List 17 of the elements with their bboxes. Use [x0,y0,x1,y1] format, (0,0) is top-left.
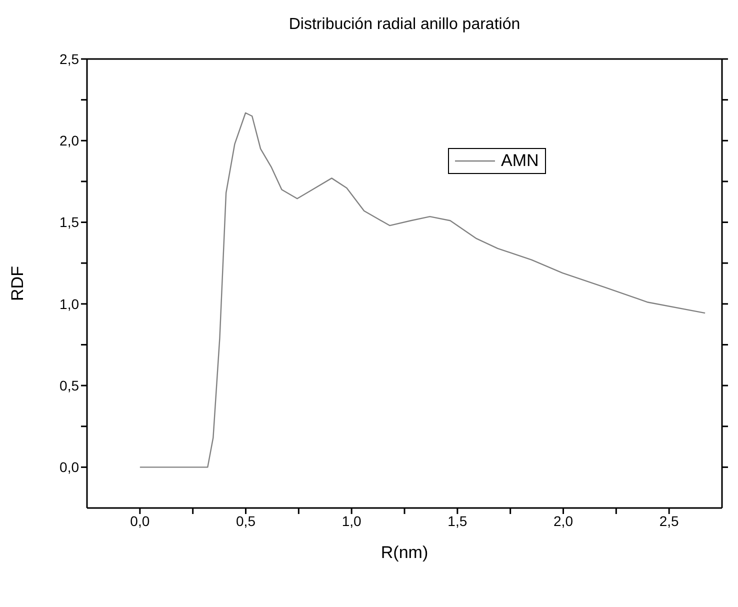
y-tick-label: 1,5 [60,214,80,230]
line-series [139,112,706,468]
chart-title: Distribución radial anillo paratión [288,16,522,34]
x-tick-label: 1,0 [342,512,362,529]
y-tick-label: 0,0 [60,459,80,476]
x-tick-label: 0,0 [130,512,150,529]
x-axis-title: R(nm) [380,543,428,562]
y-tick-label: 2,5 [60,50,80,67]
y-tick-label: 1,0 [60,296,80,312]
x-tick-label: 0,5 [236,512,256,529]
x-tick-label: 2,5 [659,512,680,529]
y-tick-label: 2,0 [60,132,80,149]
y-tick-label: 0,5 [60,378,80,394]
x-tick-label: 1,5 [448,512,468,529]
y-axis-title: RDF [8,266,28,301]
legend-label: AMN [501,151,539,171]
x-tick-label: 2,0 [554,512,574,529]
